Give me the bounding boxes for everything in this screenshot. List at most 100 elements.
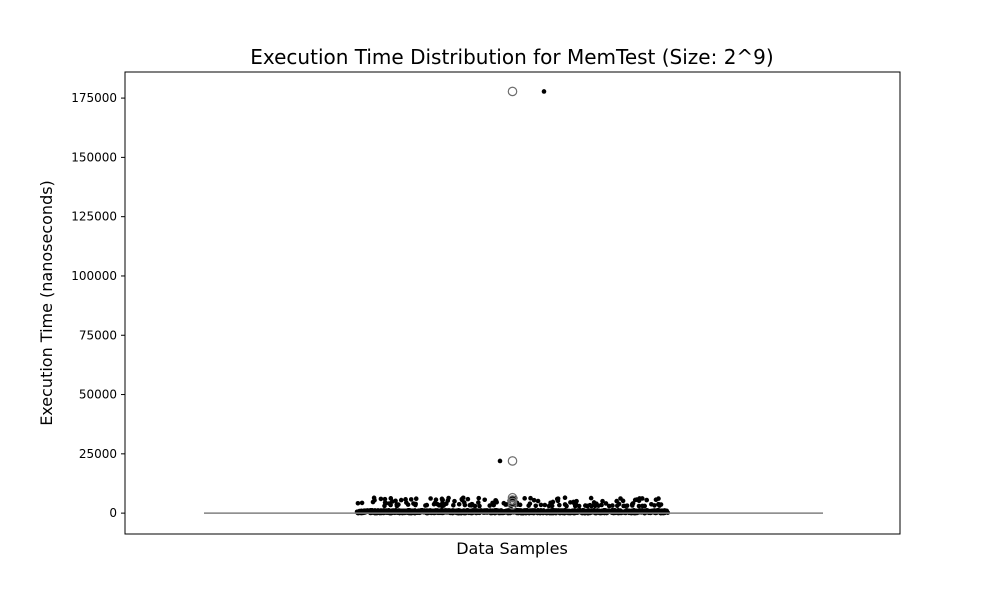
data-point (488, 508, 493, 513)
data-point (614, 503, 620, 509)
data-point (412, 508, 418, 513)
data-point (405, 508, 411, 513)
data-point (388, 496, 394, 501)
data-point (528, 495, 533, 501)
data-point (452, 498, 457, 504)
outlier-marker (507, 86, 518, 97)
y-tick-label: 100000 (71, 269, 117, 283)
data-point (487, 503, 493, 508)
data-point (555, 496, 561, 501)
outlier-marker (507, 456, 518, 466)
data-point (562, 495, 568, 501)
data-point (370, 499, 376, 505)
data-point (427, 508, 433, 513)
data-point (382, 500, 388, 505)
data-point (515, 507, 520, 513)
data-point (470, 508, 476, 513)
data-point (376, 508, 382, 514)
data-point (533, 503, 539, 509)
data-point (573, 502, 579, 507)
data-point (497, 458, 503, 464)
data-point (476, 495, 482, 501)
data-point (644, 497, 650, 503)
data-point (359, 500, 365, 506)
data-point (494, 499, 499, 505)
data-point (413, 501, 418, 507)
data-point (583, 503, 588, 508)
data-point (551, 508, 556, 514)
data-point (357, 508, 362, 514)
y-axis-ticks: 0 25000 50000 75000 100000 125000 150000 175000 (71, 91, 125, 520)
plot-frame (124, 71, 901, 535)
box-plot (204, 86, 823, 514)
data-point (378, 496, 384, 502)
data-point (630, 508, 635, 514)
data-point (428, 496, 433, 501)
data-point (531, 497, 537, 503)
y-tick-label: 175000 (71, 91, 117, 105)
data-point (624, 503, 630, 508)
data-point (614, 498, 619, 504)
data-point (416, 508, 421, 513)
data-point (527, 508, 533, 513)
y-tick-label: 150000 (71, 150, 117, 164)
y-tick-label: 75000 (79, 328, 117, 342)
outlier-marker (507, 492, 518, 503)
y-tick-label: 25000 (79, 447, 117, 461)
data-point (404, 500, 409, 505)
data-point (549, 503, 555, 509)
data-point (588, 495, 594, 501)
data-point (658, 502, 664, 507)
data-point (592, 503, 598, 509)
data-point (562, 502, 568, 507)
data-point (606, 503, 612, 509)
data-point (603, 501, 609, 506)
data-point (386, 501, 392, 506)
data-point (465, 496, 471, 502)
data-point (451, 503, 456, 508)
data-point (620, 498, 626, 504)
data-point (637, 496, 642, 501)
data-point (469, 503, 474, 508)
data-point (541, 89, 547, 94)
y-axis-label: Execution Time (nanoseconds) (37, 180, 56, 426)
outlier-marker (507, 497, 518, 508)
outlier-marker (507, 495, 518, 505)
data-point (364, 508, 370, 514)
data-point (472, 503, 478, 509)
data-point (636, 503, 642, 509)
data-point (476, 500, 481, 505)
y-tick-label: 0 (109, 506, 117, 520)
data-point (517, 502, 523, 508)
y-tick-label: 50000 (79, 388, 117, 402)
data-point (466, 508, 472, 514)
data-point (394, 503, 400, 509)
data-point (589, 503, 594, 509)
data-point (621, 503, 626, 509)
data-point (398, 497, 404, 503)
data-point (568, 500, 573, 505)
data-point (440, 498, 445, 503)
data-point (538, 502, 544, 508)
chart-title: Execution Time Distribution for MemTest … (250, 45, 773, 69)
data-point (371, 495, 377, 501)
x-axis-label: Data Samples (456, 539, 568, 558)
data-point (382, 496, 388, 502)
data-point (522, 496, 527, 501)
data-point (445, 498, 451, 503)
data-point (413, 496, 419, 502)
data-point (424, 502, 430, 508)
data-point (652, 503, 657, 508)
data-point (611, 508, 616, 514)
data-point (491, 502, 497, 508)
data-point (456, 501, 462, 507)
data-point (474, 508, 479, 513)
data-point (574, 508, 580, 514)
data-point (423, 508, 428, 514)
outlier-marker (507, 500, 518, 510)
data-point (408, 497, 414, 502)
data-point (355, 500, 361, 506)
data-point (642, 503, 648, 509)
